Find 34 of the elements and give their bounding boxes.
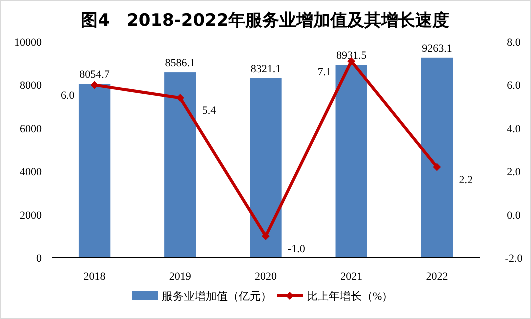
y2-tick-label: 8.0 [507,37,522,49]
y-tick-label: 6000 [20,123,42,136]
point [90,81,99,90]
y-tick-label: 0 [36,253,42,265]
data-label: 2.2 [459,174,473,186]
y-tick-label: 8000 [20,80,42,92]
data-label: 5.4 [202,105,217,118]
x-tick-label: 2018 [84,271,106,283]
y2-tick-label: 6.0 [507,80,522,92]
y-tick-label: 4000 [20,166,42,179]
y2-tick-label: 4.0 [507,123,522,136]
data-label: 7.1 [318,66,332,78]
y2-tick-label: -2.0 [505,253,524,265]
chart-title: 图4 2018-2022年服务业增加值及其增长速度 [81,11,450,31]
data-label: -1.0 [288,243,306,256]
data-label: 8321.1 [250,63,282,76]
legend-label: 服务业增加值（亿元） [162,290,272,303]
x-tick-label: 2019 [169,271,192,283]
data-label: 9263.1 [422,42,452,55]
point [176,94,184,102]
y2-tick-label: 0.0 [507,210,522,222]
x-tick-label: 2021 [340,271,363,283]
data-label: 8586.1 [165,58,196,70]
data-label: 8931.5 [336,50,368,62]
point [433,163,442,172]
x-tick-label: 2022 [426,271,448,283]
legend-label: 比上年增长（%） [307,290,394,303]
data-label: 6.0 [61,90,76,102]
y-tick-label: 10000 [14,37,42,49]
y2-tick-label: 2.0 [507,166,522,179]
point [262,232,270,240]
data-label: 8054.7 [80,69,110,82]
y-tick-label: 2000 [20,210,42,222]
x-tick-label: 2020 [255,271,278,283]
